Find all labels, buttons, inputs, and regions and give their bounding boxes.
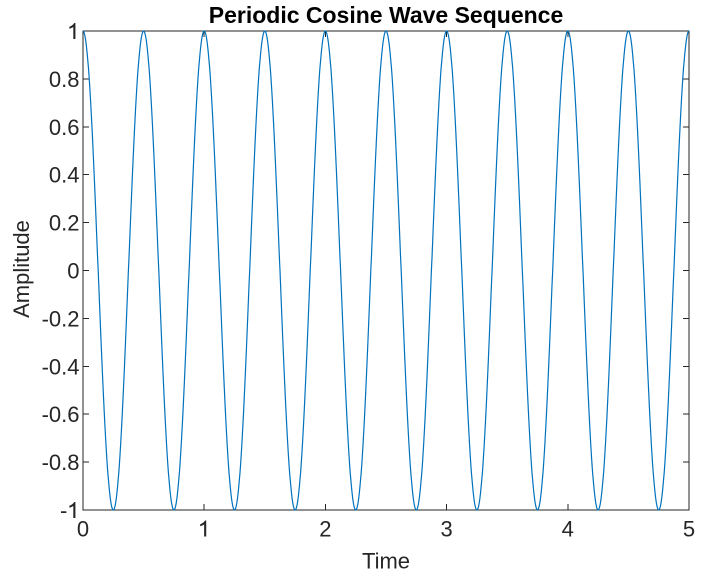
svg-text:-0.8: -0.8 <box>42 450 80 475</box>
svg-text:0.6: 0.6 <box>49 115 80 140</box>
svg-text:0.2: 0.2 <box>49 211 80 236</box>
svg-text:3: 3 <box>440 517 452 542</box>
svg-text:-0.2: -0.2 <box>42 306 80 331</box>
svg-text:0: 0 <box>77 517 89 542</box>
svg-text:Time: Time <box>362 549 410 574</box>
svg-text:2: 2 <box>319 517 331 542</box>
svg-text:5: 5 <box>683 517 695 542</box>
svg-text:0.4: 0.4 <box>49 163 80 188</box>
svg-text:Periodic Cosine Wave Sequence: Periodic Cosine Wave Sequence <box>209 2 564 28</box>
svg-text:4: 4 <box>562 517 574 542</box>
svg-text:-: - <box>60 498 67 523</box>
svg-text:0: 0 <box>67 259 79 284</box>
svg-text:-0.6: -0.6 <box>42 402 80 427</box>
svg-text:0.8: 0.8 <box>49 67 80 92</box>
svg-text:Amplitude: Amplitude <box>9 220 34 318</box>
svg-text:-0.4: -0.4 <box>42 354 80 379</box>
